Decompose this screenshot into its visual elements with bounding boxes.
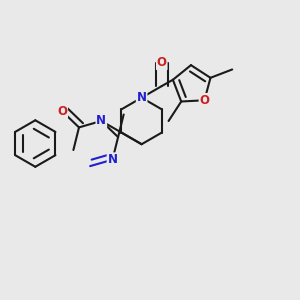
Text: N: N (107, 153, 118, 166)
Text: N: N (136, 91, 147, 104)
Text: O: O (200, 94, 209, 107)
Text: O: O (157, 56, 167, 69)
Text: N: N (96, 115, 106, 128)
Text: O: O (57, 105, 67, 118)
